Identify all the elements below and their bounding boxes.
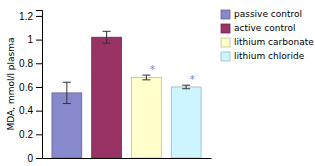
y-tick-label: 0 — [27, 153, 33, 164]
bar — [131, 77, 161, 158]
bar — [92, 37, 122, 158]
y-tick-mark — [36, 87, 42, 88]
y-tick: 0.6 — [19, 82, 42, 93]
legend-swatch — [221, 24, 230, 33]
y-tick-mark — [36, 40, 42, 41]
y-label: MDA, mmol/l plasma — [6, 37, 16, 130]
y-tick: 1 — [27, 34, 42, 45]
y-tick-mark — [36, 134, 42, 135]
error-bar-stem — [186, 85, 187, 89]
error-bar-cap — [103, 43, 111, 44]
legend-label: lithium chloride — [234, 51, 305, 61]
y-axis: 0 0.2 0.4 0.6 0.8 1 1.2 — [19, 11, 42, 164]
legend-item: lithium chloride — [221, 51, 305, 61]
marks — [52, 31, 201, 158]
legend-swatch — [221, 10, 230, 19]
y-tick-label: 0.4 — [19, 105, 33, 116]
y-tick-label: 1 — [27, 34, 33, 45]
error-bar-cap — [182, 88, 190, 89]
error-bar-stem — [146, 75, 147, 80]
y-axis-line — [36, 11, 43, 159]
legend: passive control active control lithium car… — [221, 9, 314, 61]
legend-item: passive control — [221, 9, 302, 19]
error-bar-stem — [66, 82, 67, 103]
legend-label: passive control — [234, 9, 302, 19]
chart: 0 0.2 0.4 0.6 0.8 1 1.2 * * MDA, mmol/l plasma pas… — [0, 0, 315, 166]
error-bar-cap — [142, 79, 150, 80]
error-bar-stem — [106, 31, 107, 43]
legend-label: lithium carbonate — [234, 37, 314, 47]
error-bar-cap — [63, 103, 71, 104]
error-bar-cap — [103, 31, 111, 32]
y-tick-mark — [36, 158, 42, 159]
y-tick: 0.2 — [19, 129, 42, 140]
error-bar-cap — [63, 82, 71, 83]
legend-item: lithium carbonate — [221, 37, 314, 47]
y-tick: 0.4 — [19, 105, 42, 116]
legend-swatch — [221, 38, 230, 47]
legend-label: active control — [234, 23, 295, 33]
legend-swatch — [221, 52, 230, 61]
annotation: * — [189, 73, 195, 86]
y-tick-label: 0.8 — [19, 58, 33, 69]
y-tick-label: 0.6 — [19, 82, 33, 93]
y-tick-label: 0.2 — [19, 129, 33, 140]
plot: 0 0.2 0.4 0.6 0.8 1 1.2 * * — [19, 11, 211, 164]
x-axis-line — [43, 158, 212, 159]
x-axis — [43, 158, 212, 159]
y-tick-mark — [36, 16, 42, 17]
bar — [171, 87, 201, 158]
y-tick: 1.2 — [19, 11, 42, 22]
y-tick-label: 1.2 — [19, 11, 33, 22]
error-bar — [63, 82, 71, 103]
legend-item: active control — [221, 23, 295, 33]
y-tick-mark — [36, 63, 42, 64]
y-tick: 0.8 — [19, 58, 42, 69]
annotation: * — [150, 63, 156, 76]
y-tick-mark — [36, 111, 42, 112]
error-bar — [103, 31, 111, 43]
y-tick: 0 — [27, 153, 42, 164]
